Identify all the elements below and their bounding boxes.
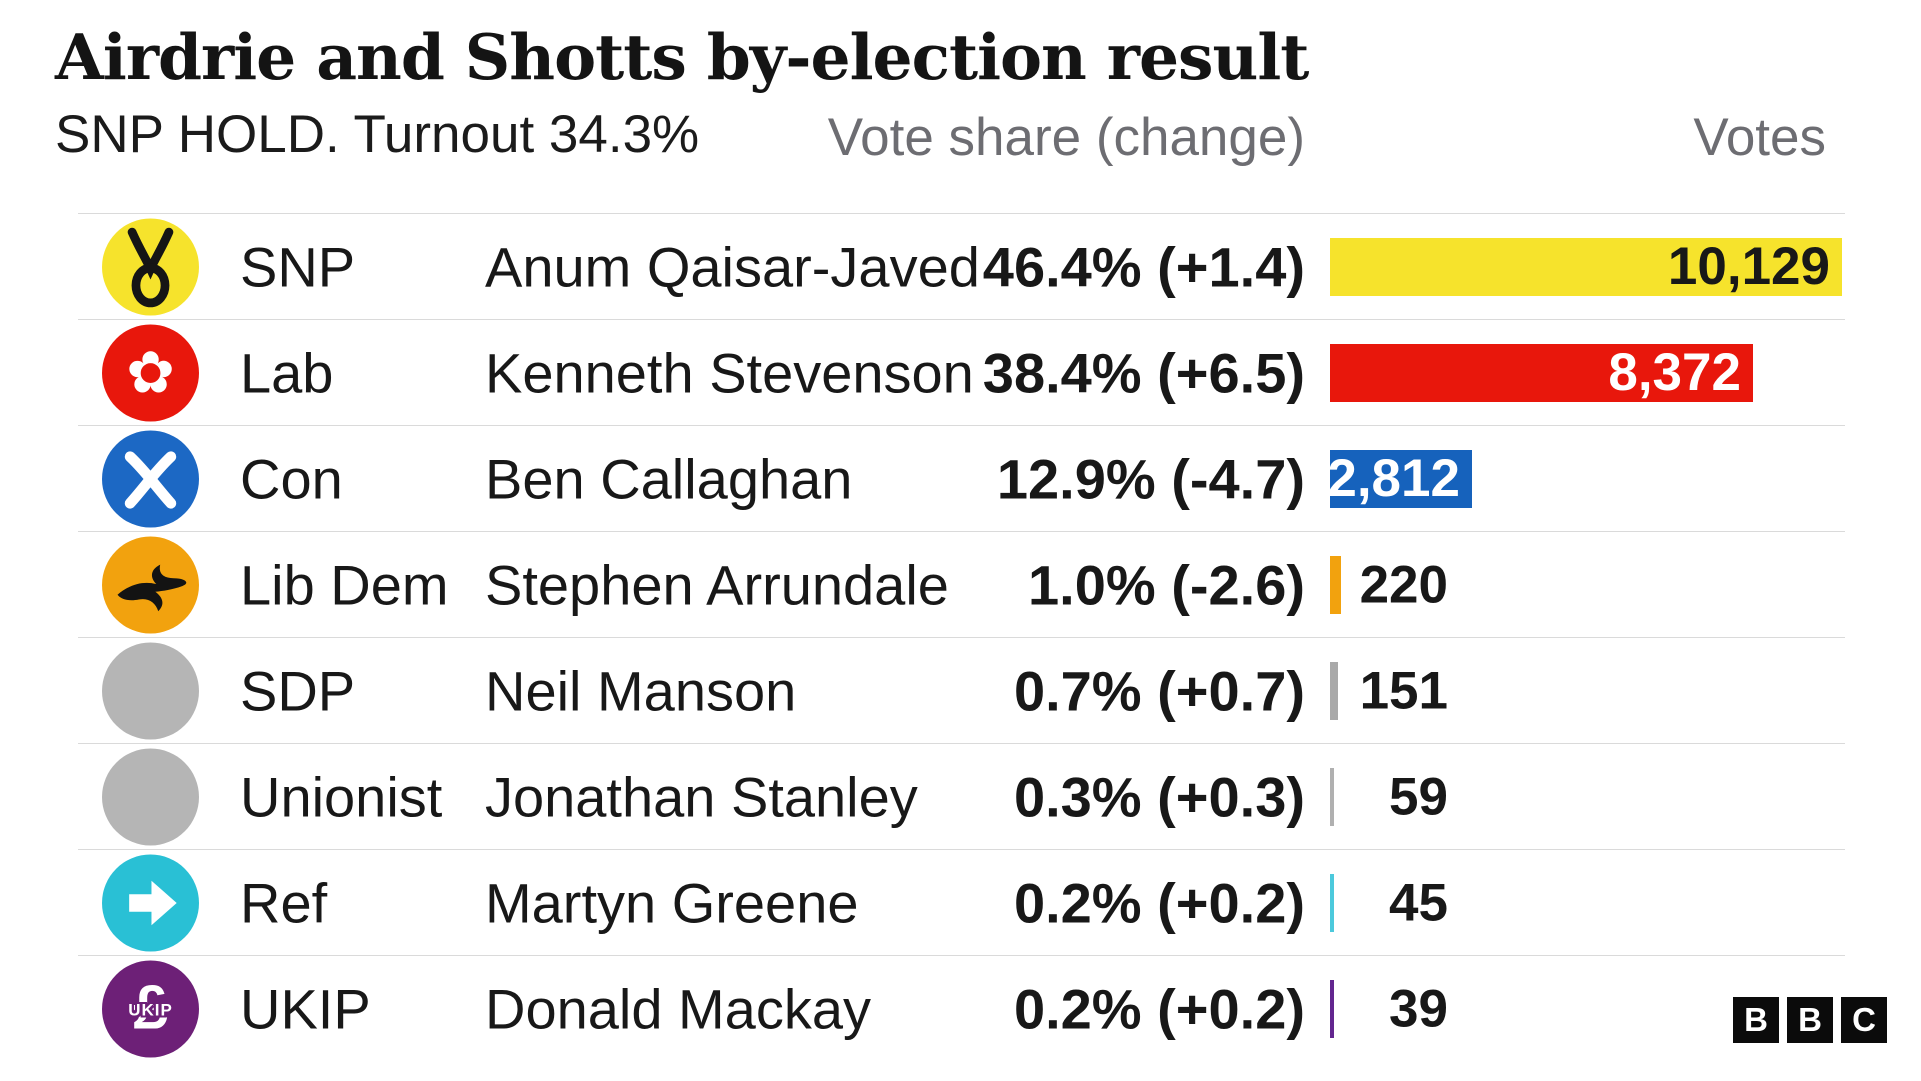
- unionist-circle-icon: [102, 748, 199, 845]
- vote-share-value: 38.4% (+6.5): [982, 341, 1305, 404]
- party-label: Con: [240, 447, 343, 510]
- votes-value: 39: [1389, 979, 1448, 1038]
- results-table: SNP Anum Qaisar-Javed 46.4% (+1.4) 10,12…: [78, 213, 1845, 1061]
- vote-bar: 8,372: [1330, 343, 1753, 402]
- vote-share-value: 0.7% (+0.7): [1013, 659, 1305, 722]
- party-label: Lab: [240, 341, 334, 404]
- votes-value: 8,372: [1608, 343, 1741, 402]
- votes-value: 59: [1389, 767, 1448, 826]
- vote-share-value: 12.9% (-4.7): [996, 447, 1305, 510]
- ukip-pound-icon: £ UKIP: [102, 960, 199, 1057]
- votes-value: 151: [1359, 661, 1448, 720]
- reform-arrow-icon: [102, 854, 199, 951]
- candidate-name: Donald Mackay: [485, 977, 871, 1040]
- candidate-name: Kenneth Stevenson: [485, 341, 974, 404]
- result-row: Lib Dem Stephen Arrundale 1.0% (-2.6) 22…: [78, 531, 1845, 637]
- vote-bar: 2,812: [1327, 449, 1472, 508]
- party-label: Ref: [240, 871, 328, 934]
- labour-rose-glyph: ✿: [126, 338, 175, 407]
- candidate-name: Ben Callaghan: [485, 447, 853, 510]
- party-label: Unionist: [240, 765, 443, 828]
- candidate-name: Jonathan Stanley: [485, 765, 918, 828]
- candidate-name: Martyn Greene: [485, 871, 859, 934]
- column-header-vote-share: Vote share (change): [827, 108, 1305, 167]
- votes-value: 45: [1389, 873, 1448, 932]
- result-subtitle: SNP HOLD. Turnout 34.3%: [55, 105, 700, 164]
- column-header-votes: Votes: [1693, 108, 1826, 167]
- libdem-bird-icon: [102, 536, 199, 633]
- votes-value: 10,129: [1667, 237, 1830, 296]
- vote-share-value: 0.2% (+0.2): [1013, 871, 1305, 934]
- conservative-saltire-icon: [102, 430, 199, 527]
- votes-value: 2,812: [1327, 449, 1460, 508]
- candidate-name: Anum Qaisar-Javed: [485, 235, 980, 298]
- vote-bar: [1330, 661, 1338, 720]
- sdp-circle-icon: [102, 642, 199, 739]
- vote-bar: [1330, 767, 1334, 826]
- vote-bar: [1330, 555, 1341, 614]
- bbc-logo-letter: C: [1841, 997, 1887, 1043]
- page-title: Airdrie and Shotts by-election result: [55, 20, 1309, 94]
- candidate-name: Neil Manson: [485, 659, 797, 722]
- snp-logo-icon: [102, 218, 199, 315]
- result-row: £ UKIP UKIP Donald Mackay 0.2% (+0.2) 39: [78, 955, 1845, 1061]
- bbc-logo-letter: B: [1787, 997, 1833, 1043]
- result-row: ✿ Lab Kenneth Stevenson 38.4% (+6.5) 8,3…: [78, 319, 1845, 425]
- pound-glyph: £: [133, 973, 168, 1043]
- result-row: SDP Neil Manson 0.7% (+0.7) 151: [78, 637, 1845, 743]
- vote-bar: [1330, 979, 1334, 1038]
- bbc-logo: B B C: [1733, 997, 1887, 1043]
- vote-bar: [1330, 873, 1334, 932]
- party-label: UKIP: [240, 977, 371, 1040]
- vote-bar: 10,129: [1330, 237, 1842, 296]
- result-row: Unionist Jonathan Stanley 0.3% (+0.3) 59: [78, 743, 1845, 849]
- bbc-logo-letter: B: [1733, 997, 1779, 1043]
- result-row: SNP Anum Qaisar-Javed 46.4% (+1.4) 10,12…: [78, 213, 1845, 319]
- party-label: SNP: [240, 235, 356, 298]
- party-label: SDP: [240, 659, 356, 722]
- ukip-wordmark: UKIP: [128, 1000, 173, 1020]
- labour-rose-icon: ✿: [102, 324, 199, 421]
- result-row: Con Ben Callaghan 12.9% (-4.7) 2,812: [78, 425, 1845, 531]
- votes-value: 220: [1359, 555, 1448, 614]
- result-row: Ref Martyn Greene 0.2% (+0.2) 45: [78, 849, 1845, 955]
- vote-share-value: 46.4% (+1.4): [982, 235, 1305, 298]
- vote-share-value: 0.2% (+0.2): [1013, 977, 1305, 1040]
- vote-share-value: 1.0% (-2.6): [1028, 553, 1305, 616]
- party-label: Lib Dem: [240, 553, 449, 616]
- vote-share-value: 0.3% (+0.3): [1013, 765, 1305, 828]
- candidate-name: Stephen Arrundale: [485, 553, 949, 616]
